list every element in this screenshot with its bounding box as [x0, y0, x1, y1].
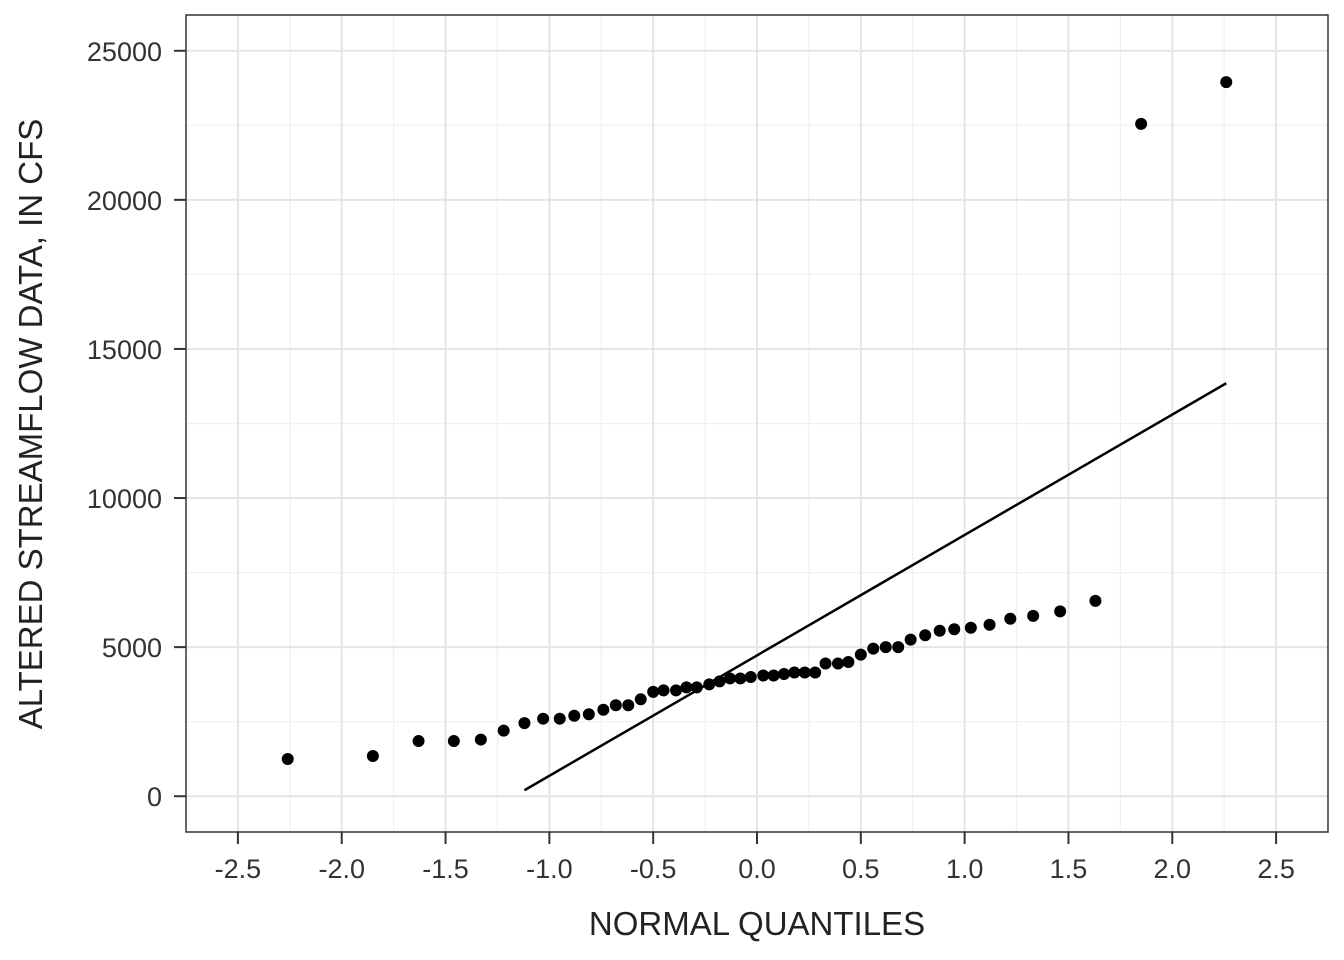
data-point	[777, 667, 790, 680]
data-point	[537, 712, 550, 725]
data-point	[809, 666, 822, 679]
y-tick-label: 20000	[87, 186, 162, 216]
data-point	[647, 685, 660, 698]
data-point	[622, 699, 635, 712]
data-point	[892, 641, 905, 654]
data-point	[767, 669, 780, 682]
data-point	[690, 681, 703, 694]
data-point	[597, 703, 610, 716]
data-point	[798, 666, 811, 679]
x-tick-label: -2.0	[318, 854, 365, 884]
y-tick-label: 0	[147, 782, 162, 812]
data-point	[670, 684, 683, 697]
data-point	[948, 623, 961, 636]
data-point	[734, 672, 747, 685]
y-axis-title: ALTERED STREAMFLOW DATA, IN CFS	[12, 119, 49, 730]
data-point	[657, 684, 670, 697]
x-tick-label: 0.5	[842, 854, 880, 884]
data-point	[744, 670, 757, 683]
data-point	[412, 735, 425, 748]
data-point	[1135, 117, 1148, 130]
data-point	[819, 657, 832, 670]
y-tick-label: 10000	[87, 484, 162, 514]
x-tick-label: 2.0	[1153, 854, 1191, 884]
data-point	[919, 629, 932, 642]
data-point	[553, 712, 566, 725]
data-point	[281, 752, 294, 765]
data-point	[1004, 612, 1017, 625]
grid-lines	[186, 15, 1328, 832]
x-tick-label: 0.0	[738, 854, 776, 884]
data-point	[831, 657, 844, 670]
data-point	[1220, 76, 1233, 89]
data-point	[1054, 605, 1067, 618]
data-point	[703, 678, 716, 691]
x-tick-label: -2.5	[215, 854, 262, 884]
x-tick-label: 1.0	[946, 854, 984, 884]
x-tick-labels: -2.5 -2.0 -1.5 -1.0 -0.5 0.0 0.5 1.0 1.5 2.0 2.5	[215, 854, 1295, 884]
data-point	[366, 749, 379, 762]
data-point	[983, 618, 996, 631]
reference-line	[523, 382, 1227, 792]
y-tick-label: 15000	[87, 335, 162, 365]
data-point	[518, 717, 531, 730]
x-axis-title: NORMAL QUANTILES	[589, 905, 925, 942]
x-tick-label: -0.5	[630, 854, 677, 884]
data-point	[842, 656, 855, 669]
data-point	[609, 699, 622, 712]
x-tick-label: 2.5	[1257, 854, 1295, 884]
data-point	[1089, 594, 1102, 607]
data-point	[867, 642, 880, 655]
data-points	[281, 76, 1233, 765]
data-point	[964, 621, 977, 634]
data-point	[568, 709, 581, 722]
y-tick-label: 5000	[102, 633, 162, 663]
y-tick-labels: 0 5000 10000 15000 20000 25000	[87, 37, 162, 812]
data-point	[582, 708, 595, 721]
data-point	[788, 666, 801, 679]
data-point	[933, 624, 946, 637]
data-point	[1027, 609, 1040, 622]
x-tick-label: -1.5	[422, 854, 469, 884]
data-point	[634, 693, 647, 706]
data-point	[904, 633, 917, 646]
data-point	[713, 675, 726, 688]
x-tick-label: -1.0	[526, 854, 573, 884]
data-point	[474, 733, 487, 746]
data-point	[879, 641, 892, 654]
y-tick-label: 25000	[87, 37, 162, 67]
x-tick-label: 1.5	[1050, 854, 1088, 884]
data-point	[854, 648, 867, 661]
data-point	[680, 681, 693, 694]
data-point	[757, 669, 770, 682]
data-point	[447, 735, 460, 748]
axis-ticks	[174, 49, 1278, 844]
data-point	[497, 724, 510, 737]
data-point	[724, 672, 737, 685]
